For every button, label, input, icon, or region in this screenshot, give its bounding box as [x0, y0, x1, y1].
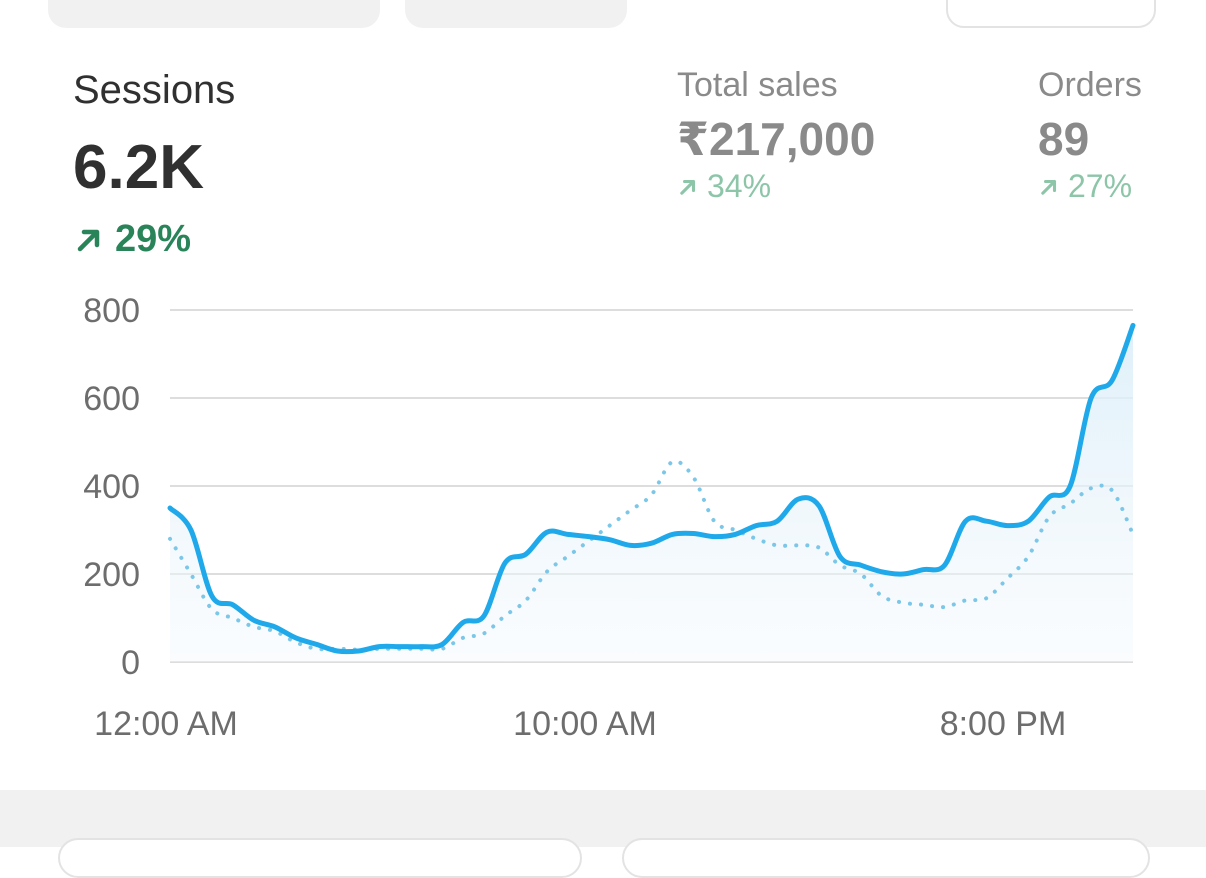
- orders-delta: 27%: [1038, 168, 1132, 205]
- bottom-card-right[interactable]: [622, 838, 1150, 878]
- sessions-chart: 0 200 400 600 800 12:00 AM 10:00 AM 8:00 PM: [83, 292, 1136, 743]
- orders-value: 89: [1038, 113, 1090, 165]
- compare-button[interactable]: [405, 0, 627, 28]
- y-tick-label: 800: [83, 292, 140, 330]
- orders-label: Orders: [1038, 66, 1142, 104]
- orders-delta-text: 27%: [1068, 168, 1133, 204]
- y-tick-label: 200: [83, 556, 140, 594]
- total-sales-label: Total sales: [677, 66, 838, 104]
- series-area: [170, 325, 1133, 662]
- total-sales-delta-text: 34%: [707, 168, 772, 204]
- sessions-value: 6.2K: [73, 133, 204, 202]
- x-tick-label: 8:00 PM: [940, 705, 1067, 743]
- current-series-line: [167, 322, 1136, 655]
- y-tick-label: 0: [121, 644, 140, 682]
- x-tick-label: 12:00 AM: [94, 705, 238, 743]
- sessions-delta: 29%: [73, 218, 191, 261]
- y-tick-label: 600: [83, 380, 140, 418]
- y-tick-label: 400: [83, 468, 140, 506]
- sessions-delta-text: 29%: [115, 218, 192, 260]
- bottom-section: [0, 790, 1206, 847]
- export-button[interactable]: [946, 0, 1156, 28]
- x-tick-label: 10:00 AM: [513, 705, 657, 743]
- sessions-label: Sessions: [73, 68, 236, 112]
- total-sales-delta: 34%: [677, 168, 771, 205]
- bottom-card-left[interactable]: [58, 838, 582, 878]
- total-sales-value: ₹217,000: [677, 113, 876, 165]
- arrow-up-right-icon: [77, 229, 100, 251]
- date-range-button[interactable]: [48, 0, 380, 28]
- arrow-up-right-icon: [680, 179, 696, 195]
- arrow-up-right-icon: [1041, 179, 1057, 195]
